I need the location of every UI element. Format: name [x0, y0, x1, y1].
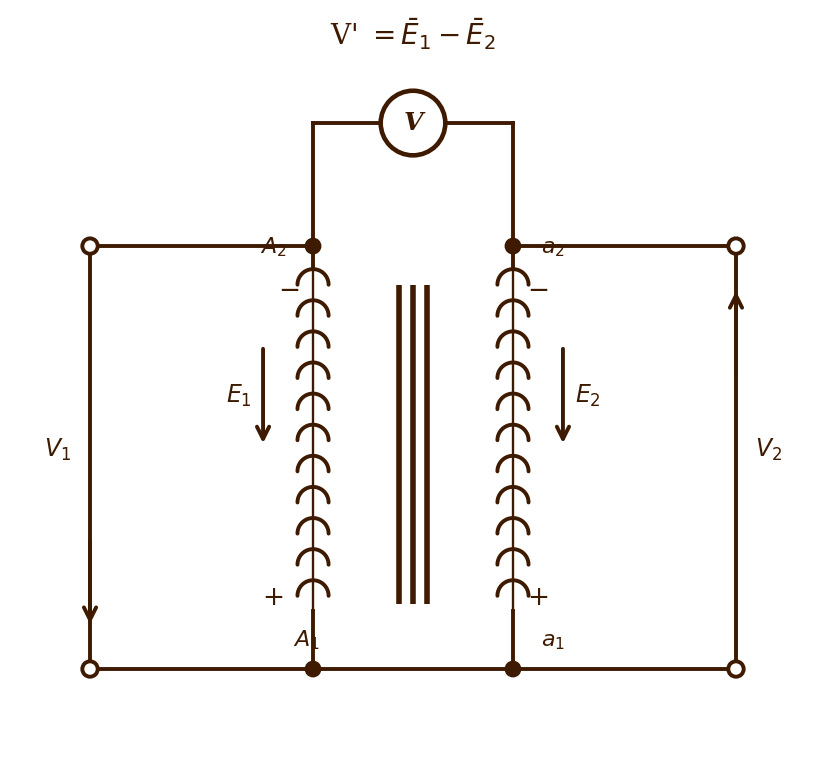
Circle shape [381, 91, 445, 155]
Text: $+$: $+$ [263, 585, 283, 610]
Circle shape [83, 238, 97, 254]
Circle shape [506, 661, 520, 677]
Text: $+$: $+$ [527, 585, 548, 610]
Circle shape [306, 238, 320, 254]
Circle shape [306, 661, 320, 677]
Text: V: V [403, 111, 423, 135]
Text: $a_1$: $a_1$ [541, 630, 565, 651]
Text: $A_2$: $A_2$ [259, 236, 287, 259]
Text: $-$: $-$ [527, 276, 548, 301]
Text: $E_1$: $E_1$ [225, 383, 251, 409]
Text: $a_2$: $a_2$ [541, 237, 565, 258]
Circle shape [729, 661, 743, 677]
Text: $V_1$: $V_1$ [45, 437, 71, 463]
Circle shape [506, 238, 520, 254]
Text: V' $= \bar{E}_1 - \bar{E}_2$: V' $= \bar{E}_1 - \bar{E}_2$ [330, 17, 496, 52]
Text: $A_1$: $A_1$ [293, 629, 320, 652]
Circle shape [83, 661, 97, 677]
Text: $E_2$: $E_2$ [575, 383, 601, 409]
Circle shape [729, 238, 743, 254]
Text: $-$: $-$ [278, 276, 299, 301]
Text: $V_2$: $V_2$ [755, 437, 781, 463]
